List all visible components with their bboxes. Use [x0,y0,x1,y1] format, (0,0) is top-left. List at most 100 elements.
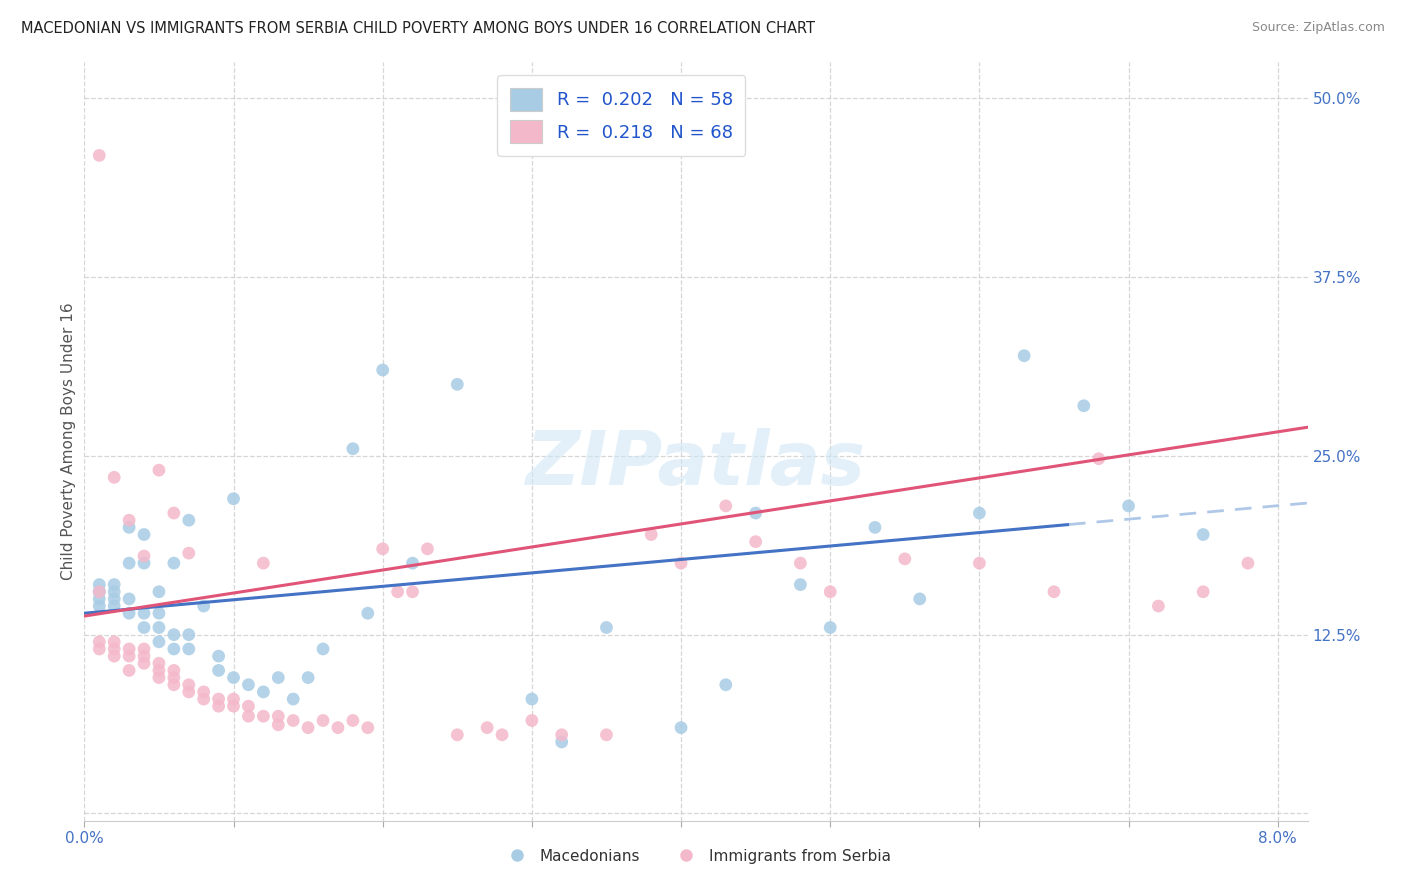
Point [89,148,111,162]
Point [267,709,290,723]
Point [908,591,931,606]
Point [342,442,364,456]
Point [89,584,111,599]
Point [118,642,141,657]
Point [103,649,125,664]
Point [1073,399,1095,413]
Point [818,620,841,634]
Point [118,664,141,678]
Point [132,642,155,657]
Point [222,491,245,506]
Point [283,714,305,728]
Point [1118,499,1140,513]
Point [163,678,186,692]
Point [640,527,662,541]
Point [163,671,186,685]
Point [714,678,737,692]
Point [267,671,290,685]
Point [89,591,111,606]
Point [148,664,170,678]
Point [520,714,543,728]
Point [118,513,141,527]
Point [222,692,245,706]
Point [118,591,141,606]
Point [789,556,811,570]
Point [283,692,305,706]
Point [357,606,380,620]
Point [714,499,737,513]
Point [89,577,111,591]
Point [1192,527,1215,541]
Point [207,699,229,714]
Point [148,671,170,685]
Point [1087,451,1109,466]
Point [103,584,125,599]
Point [89,584,111,599]
Point [132,549,155,563]
Point [148,463,170,477]
Point [118,520,141,534]
Point [132,657,155,671]
Point [252,685,274,699]
Point [163,664,186,678]
Point [551,728,574,742]
Point [789,577,811,591]
Point [252,556,274,570]
Point [132,556,155,570]
Point [357,721,380,735]
Point [177,513,200,527]
Point [1237,556,1260,570]
Point [177,546,200,560]
Point [297,671,319,685]
Point [238,678,260,692]
Point [193,692,215,706]
Point [371,541,394,556]
Point [177,642,200,657]
Point [267,718,290,732]
Text: Source: ZipAtlas.com: Source: ZipAtlas.com [1251,21,1385,34]
Point [475,721,498,735]
Point [238,709,260,723]
Point [193,685,215,699]
Point [177,628,200,642]
Point [163,642,186,657]
Point [89,635,111,649]
Y-axis label: Child Poverty Among Boys Under 16: Child Poverty Among Boys Under 16 [60,302,76,581]
Point [132,620,155,634]
Point [1043,584,1066,599]
Legend: Macedonians, Immigrants from Serbia: Macedonians, Immigrants from Serbia [495,843,897,870]
Point [103,635,125,649]
Point [818,584,841,599]
Point [207,664,229,678]
Point [89,599,111,613]
Point [148,635,170,649]
Point [969,556,991,570]
Point [416,541,439,556]
Point [551,735,574,749]
Point [297,721,319,735]
Point [89,584,111,599]
Point [163,556,186,570]
Point [491,728,513,742]
Point [1012,349,1035,363]
Point [193,599,215,613]
Point [103,591,125,606]
Point [207,692,229,706]
Point [863,520,886,534]
Point [342,714,364,728]
Point [207,649,229,664]
Point [744,506,766,520]
Point [252,709,274,723]
Point [312,714,335,728]
Point [103,577,125,591]
Point [132,649,155,664]
Point [103,470,125,484]
Point [132,606,155,620]
Point [894,552,917,566]
Point [446,728,468,742]
Point [371,363,394,377]
Point [103,642,125,657]
Point [222,671,245,685]
Point [595,620,617,634]
Point [118,606,141,620]
